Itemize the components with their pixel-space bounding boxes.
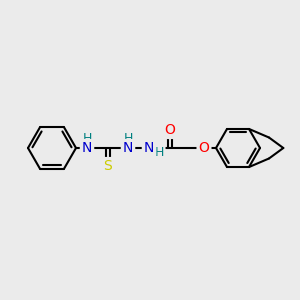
Text: N: N bbox=[82, 141, 92, 155]
Text: H: H bbox=[154, 146, 164, 158]
Text: O: O bbox=[199, 141, 209, 155]
Text: O: O bbox=[165, 123, 176, 137]
Text: N: N bbox=[144, 141, 154, 155]
Text: H: H bbox=[123, 131, 133, 145]
Text: S: S bbox=[103, 159, 112, 173]
Text: N: N bbox=[123, 141, 133, 155]
Text: H: H bbox=[82, 131, 92, 145]
